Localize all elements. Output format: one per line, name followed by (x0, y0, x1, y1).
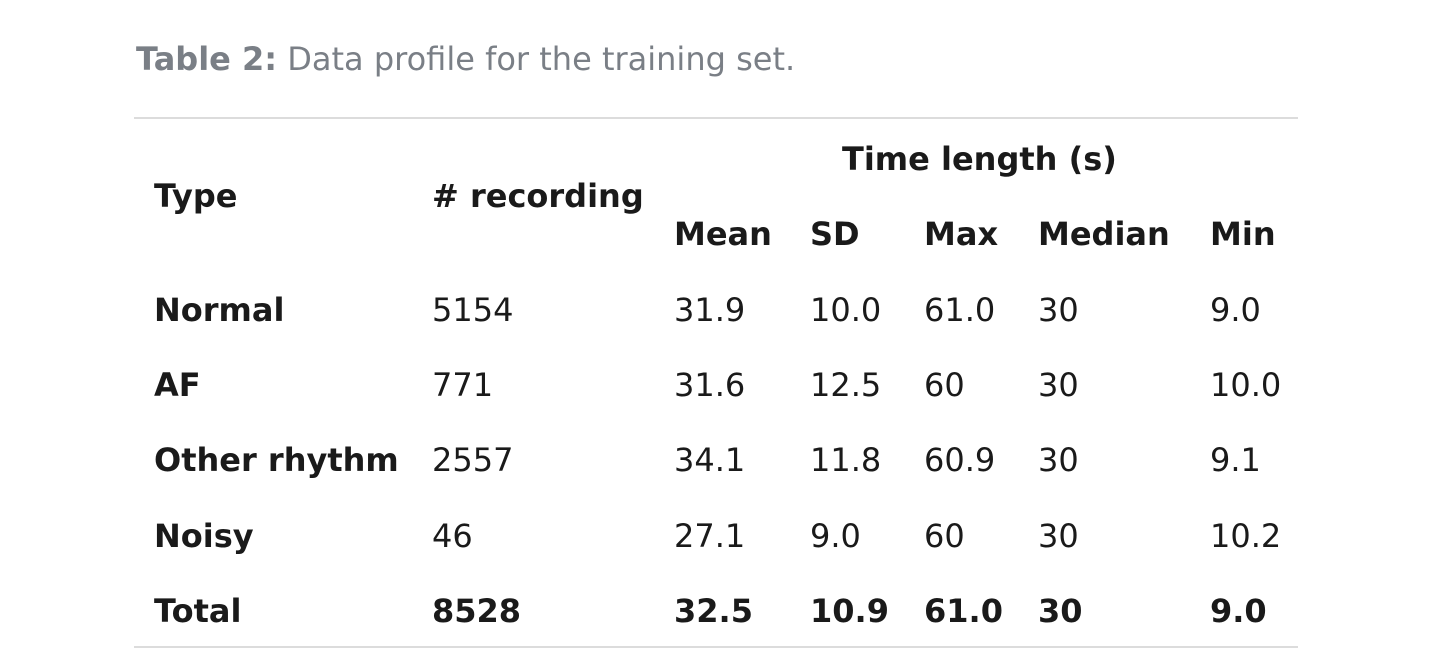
row-max: 60.9 (924, 441, 996, 479)
total-type: Total (154, 592, 242, 630)
row-recording: 46 (432, 517, 473, 555)
row-recording: 5154 (432, 291, 514, 329)
row-median: 30 (1038, 366, 1079, 404)
table-top-rule (134, 117, 1298, 119)
total-median: 30 (1038, 592, 1083, 630)
row-mean: 31.9 (674, 291, 746, 329)
header-mean: Mean (674, 215, 772, 253)
caption-label: Table 2: (136, 40, 278, 78)
row-recording: 771 (432, 366, 494, 404)
total-sd: 10.9 (810, 592, 889, 630)
row-max: 60 (924, 366, 965, 404)
header-recording: # recording (432, 177, 644, 215)
row-recording: 2557 (432, 441, 514, 479)
header-min: Min (1210, 215, 1276, 253)
row-median: 30 (1038, 441, 1079, 479)
row-max: 60 (924, 517, 965, 555)
caption-text: Data profile for the training set. (277, 40, 796, 78)
header-time-length: Time length (s) (842, 140, 1117, 178)
row-sd: 10.0 (810, 291, 882, 329)
row-type: Other rhythm (154, 441, 399, 479)
row-type: Noisy (154, 517, 254, 555)
row-min: 9.0 (1210, 291, 1261, 329)
row-type: Normal (154, 291, 285, 329)
total-min: 9.0 (1210, 592, 1267, 630)
row-sd: 12.5 (810, 366, 882, 404)
header-type: Type (154, 177, 238, 215)
row-mean: 31.6 (674, 366, 746, 404)
total-mean: 32.5 (674, 592, 753, 630)
row-max: 61.0 (924, 291, 996, 329)
row-min: 10.0 (1210, 366, 1282, 404)
total-max: 61.0 (924, 592, 1003, 630)
header-sd: SD (810, 215, 860, 253)
row-min: 9.1 (1210, 441, 1261, 479)
row-median: 30 (1038, 291, 1079, 329)
row-mean: 34.1 (674, 441, 746, 479)
row-mean: 27.1 (674, 517, 746, 555)
row-sd: 9.0 (810, 517, 861, 555)
table-bottom-rule (134, 646, 1298, 648)
header-median: Median (1038, 215, 1170, 253)
row-min: 10.2 (1210, 517, 1282, 555)
row-type: AF (154, 366, 201, 404)
row-sd: 11.8 (810, 441, 882, 479)
total-recording: 8528 (432, 592, 522, 630)
row-median: 30 (1038, 517, 1079, 555)
header-max: Max (924, 215, 999, 253)
table-caption: Table 2: Data profile for the training s… (136, 40, 795, 78)
